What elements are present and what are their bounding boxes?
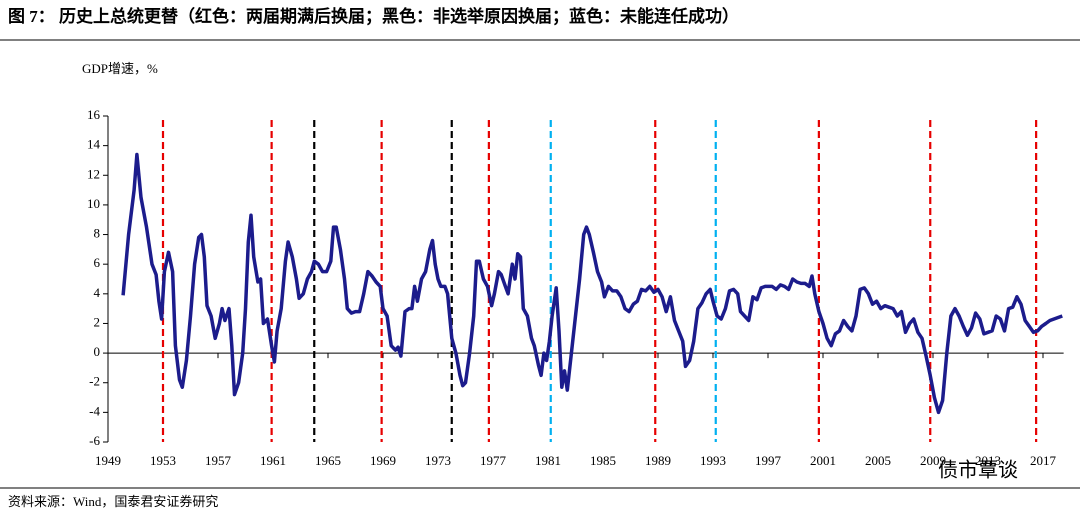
y-tick-label: 4 [94,285,101,300]
y-tick-label: 2 [94,314,101,329]
x-tick-label: 2001 [810,453,836,468]
x-tick-label: 2013 [975,453,1001,468]
y-tick-label: 6 [94,255,101,270]
watermark: 债市覃谈 [938,459,1018,482]
y-tick-label: 8 [94,226,101,241]
y-tick-label: 10 [87,196,100,211]
x-tick-label: 1981 [535,453,561,468]
y-tick-label: -2 [89,374,100,389]
x-tick-label: 1961 [260,453,286,468]
y-tick-label: 16 [87,107,101,122]
x-tick-label: 1993 [700,453,726,468]
chart-title: 图 7： 历史上总统更替（红色：两届期满后换届；黑色：非选举原因换届；蓝色：未能… [8,6,739,26]
y-axis-label: GDP增速，% [82,61,158,76]
x-tick-label: 1957 [205,453,232,468]
x-tick-label: 2005 [865,453,891,468]
gdp-line [121,152,1063,415]
x-tick-label: 1985 [590,453,616,468]
x-tick-label: 1953 [150,453,176,468]
y-tick-label: -4 [89,403,100,418]
y-tick-label: 12 [87,166,100,181]
x-tick-label: 1973 [425,453,451,468]
x-tick-label: 1997 [755,453,782,468]
x-tick-label: 2017 [1030,453,1057,468]
x-tick-label: 1949 [95,453,121,468]
y-tick-label: -6 [89,433,100,448]
y-tick-label: 14 [87,137,101,152]
x-tick-label: 1977 [480,453,507,468]
x-tick-label: 1989 [645,453,671,468]
x-tick-label: 1969 [370,453,396,468]
x-tick-label: 2009 [920,453,946,468]
source: 资料来源：Wind，国泰君安证券研究 [8,494,218,509]
y-tick-label: 0 [94,344,101,359]
x-tick-label: 1965 [315,453,341,468]
